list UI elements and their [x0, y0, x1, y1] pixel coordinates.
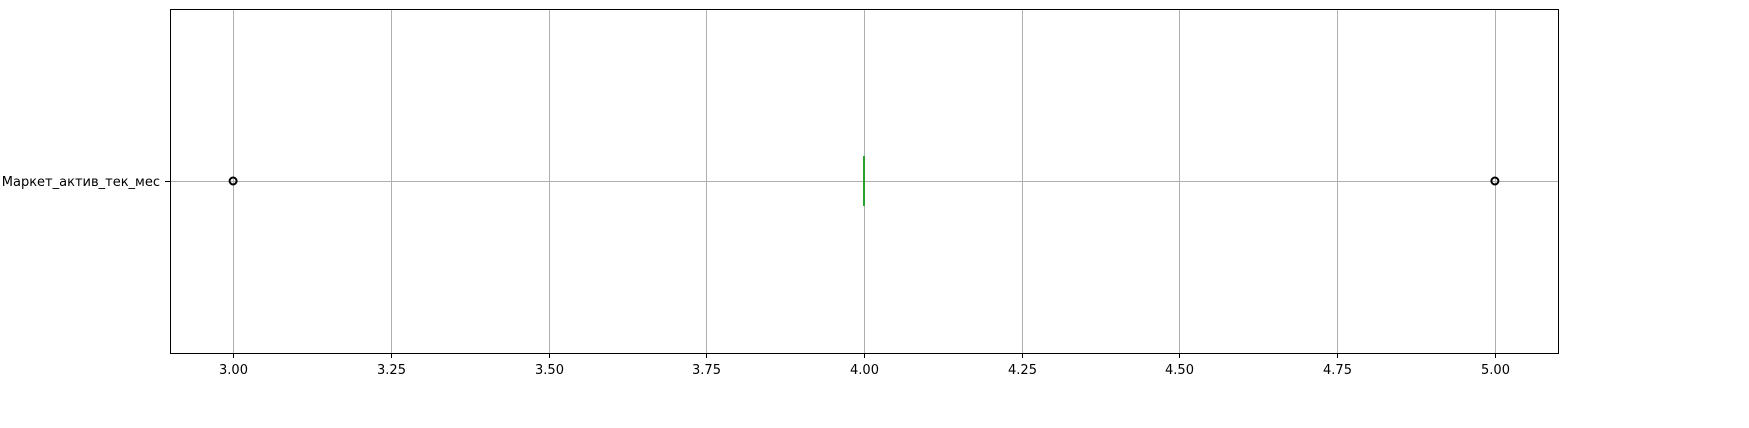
- plot-frame: [170, 9, 1559, 354]
- x-tick-label: 4.50: [1165, 363, 1194, 378]
- x-tick-label: 4.25: [1008, 363, 1037, 378]
- x-tick-label: 3.25: [377, 363, 406, 378]
- y-tick-label: Маркет_актив_тек_мес: [2, 175, 160, 190]
- x-tick-label: 3.50: [535, 363, 564, 378]
- x-tick-label: 4.00: [850, 363, 879, 378]
- x-tick-label: 5.00: [1481, 363, 1510, 378]
- outlier-point: [1490, 176, 1500, 186]
- x-tick-label: 3.75: [692, 363, 721, 378]
- outlier-point: [228, 176, 238, 186]
- box-elements: [228, 156, 1500, 206]
- y-axis-ticks: Маркет_актив_тек_мес: [2, 175, 170, 190]
- x-axis-ticks: 3.00 3.25 3.50 3.75 4.00 4.25 4.50 4.75 5.00: [219, 353, 1510, 378]
- x-tick-label: 3.00: [219, 363, 248, 378]
- x-tick-label: 4.75: [1323, 363, 1352, 378]
